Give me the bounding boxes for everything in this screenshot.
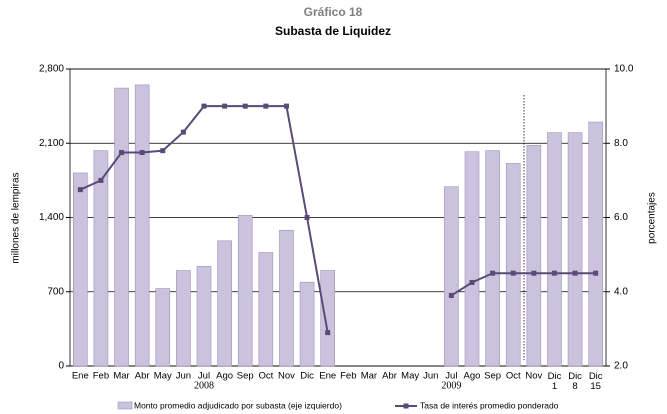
bar	[155, 288, 171, 367]
line-marker	[572, 270, 578, 276]
y-axis-label: millones de lempiras	[11, 172, 22, 263]
bar	[134, 84, 150, 367]
x-tick-label: Feb	[93, 371, 109, 382]
line-marker	[325, 330, 331, 336]
legend-label: Monto promedio adjudicado por subasta (e…	[134, 400, 342, 410]
x-tick-label: Jul	[445, 371, 457, 382]
bar	[567, 132, 583, 367]
y-tick-label: 2,800	[39, 64, 64, 75]
chart-subtitle: Subasta de Liquidez	[275, 24, 391, 38]
bar	[279, 229, 294, 367]
bar	[258, 252, 274, 367]
bar	[217, 240, 232, 367]
x-tick-label: Dic 8	[568, 371, 582, 392]
line-marker	[201, 103, 207, 109]
year-label: 2009	[441, 380, 461, 391]
y2-tick-label: 10.0	[614, 64, 634, 75]
line-marker	[510, 270, 516, 276]
y-tick-label: 2,100	[39, 138, 64, 149]
bar	[526, 145, 542, 367]
bar	[505, 163, 521, 367]
line-marker	[469, 279, 475, 285]
bar	[485, 150, 500, 367]
bar	[237, 215, 253, 367]
x-tick-label: Sep	[484, 371, 501, 382]
bar	[588, 121, 603, 367]
bar	[464, 151, 480, 367]
legend-label: Tasa de interés promedio ponderado	[420, 400, 559, 410]
bar	[444, 186, 459, 367]
line-marker	[160, 148, 166, 154]
x-tick-label: Abr	[382, 371, 397, 382]
x-tick-label: Dic	[300, 371, 314, 382]
y-tick-label: 0	[58, 361, 64, 372]
x-tick-label: Dic 1	[548, 371, 562, 392]
y2-tick-label: 2.0	[614, 361, 628, 372]
x-tick-label: Abr	[135, 371, 150, 382]
line-marker	[263, 103, 269, 109]
x-tick-label: Mar	[113, 371, 129, 382]
line-marker	[77, 187, 83, 193]
line-marker	[551, 270, 557, 276]
line-marker	[98, 177, 104, 183]
x-tick-label: Oct	[506, 371, 521, 382]
line-marker	[242, 103, 248, 109]
x-tick-label: Feb	[340, 371, 356, 382]
bar	[176, 270, 191, 367]
bar	[73, 172, 88, 367]
y2-axis-label: porcentajes	[647, 192, 658, 244]
line-marker	[180, 129, 186, 135]
x-tick-label: Jun	[176, 371, 191, 382]
y-tick-label: 700	[47, 286, 64, 297]
year-label: 2008	[194, 380, 214, 391]
line-marker	[119, 150, 125, 156]
x-tick-label: May	[401, 371, 419, 382]
bar	[93, 150, 109, 367]
x-tick-label: Ene	[72, 371, 89, 382]
y2-tick-label: 6.0	[614, 212, 628, 223]
x-tick-label: Ene	[319, 371, 336, 382]
x-tick-label: Oct	[258, 371, 273, 382]
line-marker	[531, 270, 537, 276]
bar	[114, 87, 129, 367]
x-tick-label: Ago	[464, 371, 481, 382]
x-tick-label: Mar	[361, 371, 377, 382]
x-tick-label: May	[154, 371, 172, 382]
line-marker	[490, 270, 496, 276]
line-marker	[304, 215, 310, 220]
legend-marker	[403, 403, 409, 409]
x-tick-label: Sep	[237, 371, 254, 382]
line-marker	[593, 270, 599, 276]
y2-tick-label: 4.0	[614, 286, 628, 297]
chart-title: Gráfico 18	[304, 5, 363, 19]
line-marker	[448, 292, 454, 298]
line-marker	[222, 103, 228, 109]
bar	[196, 265, 212, 367]
line-marker	[283, 103, 289, 109]
x-tick-label: Dic 15	[589, 371, 603, 392]
x-tick-label: Jul	[198, 371, 210, 382]
line-marker	[139, 150, 145, 156]
y-tick-label: 1,400	[39, 212, 64, 223]
y2-tick-label: 8.0	[614, 138, 628, 149]
x-tick-label: Ago	[216, 371, 233, 382]
plot-frame	[69, 68, 607, 367]
x-tick-label: Nov	[278, 371, 295, 382]
bar	[299, 281, 315, 367]
x-tick-label: Jun	[423, 371, 438, 382]
x-tick-label: Nov	[525, 371, 542, 382]
bar	[320, 270, 335, 367]
legend-swatch	[117, 401, 133, 410]
bar	[547, 132, 562, 367]
